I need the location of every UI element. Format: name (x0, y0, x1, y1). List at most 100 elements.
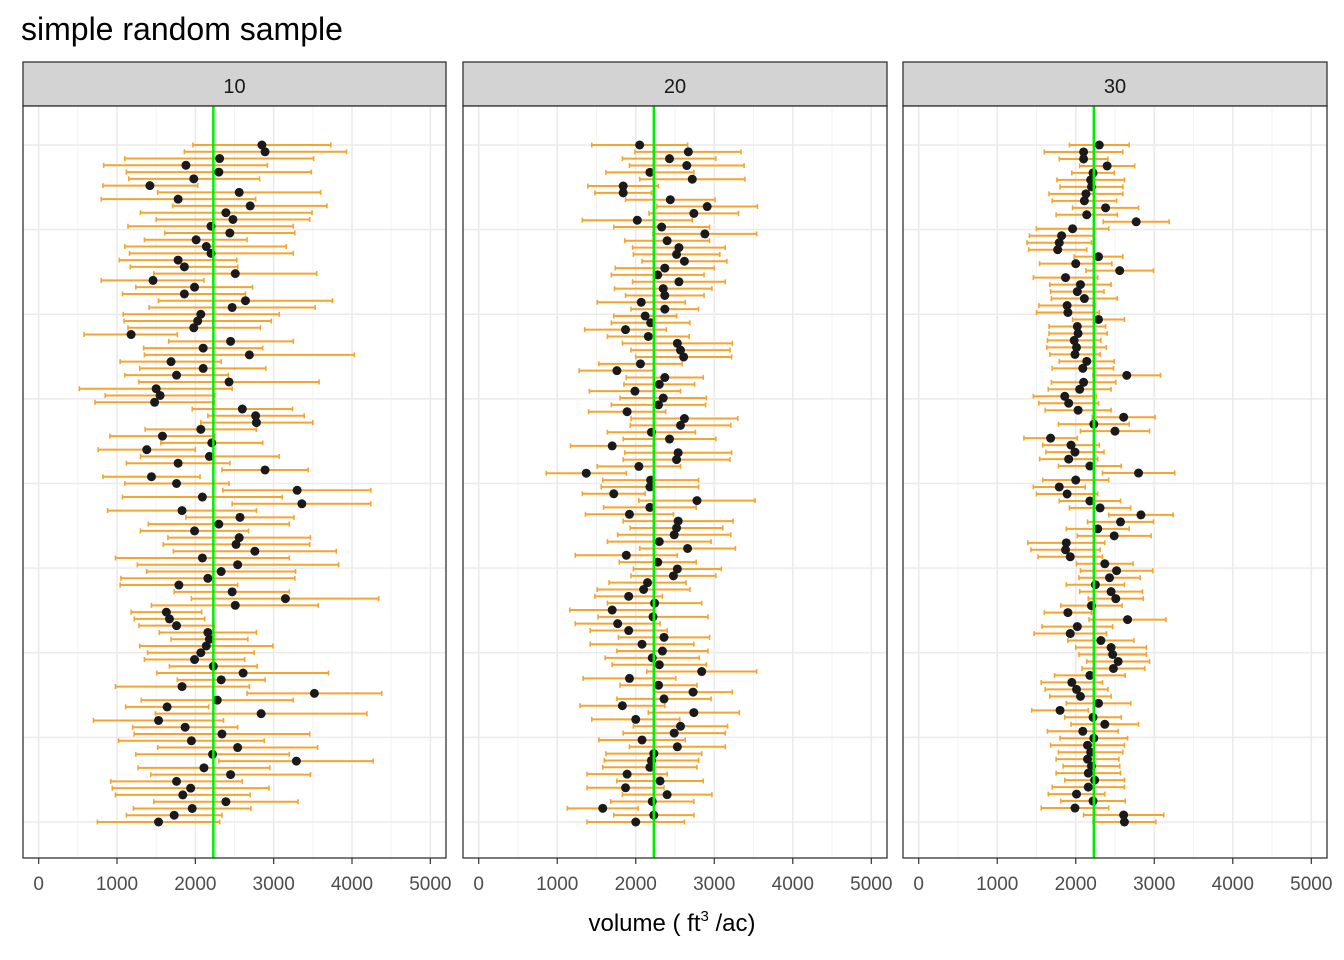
sample-mean-point (186, 736, 196, 746)
sample-mean-point (1070, 349, 1080, 359)
sample-mean-point (1072, 321, 1082, 331)
sample-mean-point (643, 578, 653, 588)
sample-mean-point (1094, 314, 1104, 324)
sample-mean-point (1068, 224, 1078, 234)
sample-mean-point (203, 573, 213, 583)
sample-mean-point (173, 458, 183, 468)
x-tick-label: 0 (913, 874, 924, 895)
facet-strip-label: 20 (664, 76, 686, 98)
sample-mean-point (216, 567, 226, 577)
sample-mean-point (1065, 629, 1075, 639)
sample-mean-point (154, 817, 164, 827)
sample-mean-point (645, 502, 655, 512)
sample-mean-point (669, 530, 679, 540)
sample-mean-point (233, 560, 243, 570)
sample-mean-point (669, 728, 679, 738)
sample-mean-point (179, 289, 189, 299)
sample-mean-point (687, 174, 697, 184)
sample-mean-point (1064, 398, 1074, 408)
sample-mean-point (178, 790, 188, 800)
sample-mean-point (1082, 356, 1092, 366)
sample-mean-point (621, 550, 631, 560)
sample-mean-point (231, 539, 241, 549)
sample-mean-point (607, 605, 617, 615)
sample-mean-point (214, 519, 224, 529)
sample-mean-point (657, 646, 667, 656)
sample-mean-point (1119, 412, 1129, 422)
sample-mean-point (659, 694, 669, 704)
sample-mean-point (618, 188, 628, 198)
sample-mean-point (1115, 266, 1125, 276)
sample-mean-point (631, 817, 641, 827)
sample-mean-point (635, 140, 645, 150)
sample-mean-point (700, 229, 710, 239)
panel-border (462, 105, 888, 859)
sample-mean-point (702, 202, 712, 212)
sample-mean-point (174, 580, 184, 590)
sample-mean-point (189, 174, 199, 184)
x-tick-label: 1000 (976, 874, 1018, 895)
sample-mean-point (1094, 252, 1104, 262)
sample-mean-point (204, 451, 214, 461)
sample-mean-point (230, 600, 240, 610)
sample-mean-point (673, 516, 683, 526)
sample-mean-point (1081, 189, 1091, 199)
sample-mean-point (662, 790, 672, 800)
facet-strip (22, 61, 447, 107)
sample-mean-point (197, 492, 207, 502)
sample-mean-point (154, 715, 164, 725)
sample-mean-point (655, 776, 665, 786)
sample-mean-point (621, 325, 631, 335)
sample-mean-point (151, 384, 161, 394)
sample-mean-point (217, 729, 227, 739)
sample-mean-point (196, 309, 206, 319)
facet-strip-label: 30 (1104, 76, 1126, 98)
sample-mean-point (689, 208, 699, 218)
sample-mean-point (186, 783, 196, 793)
sample-mean-point (1078, 726, 1088, 736)
sample-mean-point (645, 482, 655, 492)
sample-mean-point (1105, 573, 1115, 583)
sample-mean-point (613, 619, 623, 629)
sample-mean-point (675, 345, 685, 355)
sample-mean-point (238, 668, 248, 678)
sample-mean-point (157, 431, 167, 441)
sample-mean-point (1106, 643, 1116, 653)
sample-mean-point (214, 167, 224, 177)
x-tick-label: 2000 (1055, 874, 1097, 895)
sample-mean-point (1075, 280, 1085, 290)
sample-mean-point (659, 632, 669, 642)
sample-mean-point (688, 687, 698, 697)
sample-mean-point (162, 702, 172, 712)
sample-mean-point (689, 708, 699, 718)
x-tick-label: 0 (473, 874, 484, 895)
sample-mean-point (653, 270, 663, 280)
sample-mean-point (164, 614, 174, 624)
sample-mean-point (1073, 405, 1083, 415)
sample-mean-point (148, 275, 158, 285)
sample-mean-point (1100, 719, 1110, 729)
sample-mean-point (645, 762, 655, 772)
sample-mean-point (1083, 740, 1093, 750)
sample-mean-point (631, 714, 641, 724)
sample-mean-point (1061, 273, 1071, 283)
sample-mean-point (612, 366, 622, 376)
sample-mean-point (662, 236, 672, 246)
sample-mean-point (672, 338, 682, 348)
sample-mean-point (173, 255, 183, 265)
sample-mean-point (624, 509, 634, 519)
sample-mean-point (674, 277, 684, 287)
sample-mean-point (1082, 210, 1092, 220)
sample-mean-point (683, 147, 693, 157)
sample-mean-point (1110, 426, 1120, 436)
sample-mean-point (665, 195, 675, 205)
x-tick-label: 0 (33, 874, 44, 895)
sample-mean-point (679, 256, 689, 266)
x-tick-label: 5000 (409, 874, 451, 895)
sample-mean-point (1096, 636, 1106, 646)
sample-mean-point (196, 648, 206, 658)
sample-mean-point (260, 147, 270, 157)
sample-mean-point (1085, 670, 1095, 680)
chart-title: simple random sample (21, 11, 343, 47)
